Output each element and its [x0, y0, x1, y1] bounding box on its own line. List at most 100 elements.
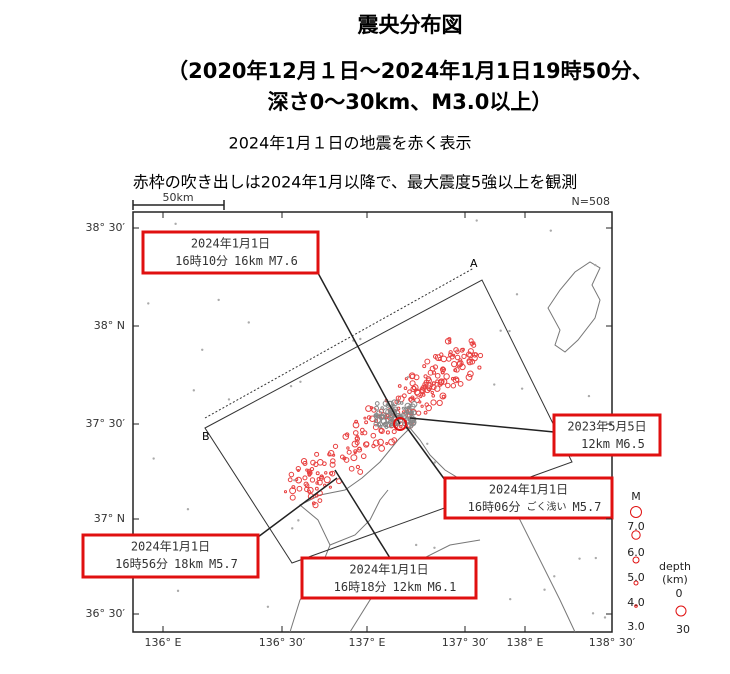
epicenter — [424, 358, 431, 365]
epicenter — [360, 453, 367, 460]
epicenter — [410, 410, 414, 415]
epicenter — [477, 365, 482, 370]
epicenter — [296, 485, 303, 492]
epicenter — [316, 479, 323, 486]
epicenter — [402, 413, 406, 417]
epicenter — [423, 379, 430, 386]
callout-time: 16時06分 — [468, 500, 521, 514]
epicenter — [493, 383, 496, 386]
epicenters — [147, 219, 607, 619]
epicenter — [363, 416, 367, 420]
callout-depth: ごく浅い — [527, 500, 567, 513]
callout-magnitude: M6.5 — [616, 437, 645, 451]
epicenter — [315, 471, 320, 476]
epicenter — [469, 341, 475, 346]
epicenter — [426, 442, 429, 446]
epicenter — [382, 408, 390, 415]
callout-date: 2023年5月5日 — [567, 420, 646, 434]
lat-label: 37° N — [94, 512, 125, 525]
epicenter — [360, 431, 364, 436]
epicenter — [385, 442, 389, 446]
epicenter — [372, 424, 379, 431]
epicenter — [186, 508, 190, 511]
epicenter — [329, 470, 336, 477]
epicenter — [397, 384, 402, 388]
epicenter — [453, 347, 459, 353]
title: 震央分布図 — [358, 13, 463, 37]
epicenter — [354, 419, 359, 424]
epicenter — [454, 354, 461, 361]
epicenter — [404, 402, 412, 410]
legend-title: M — [631, 490, 641, 503]
epicenter — [309, 466, 315, 472]
epicenter — [266, 605, 270, 608]
epicenter — [339, 454, 345, 460]
legend-label: 6.0 — [627, 546, 645, 559]
epicenter — [457, 381, 464, 387]
epicenter — [408, 372, 416, 380]
epicenter — [404, 377, 408, 381]
epicenter — [515, 293, 519, 296]
epicenter — [307, 490, 312, 494]
epicenter — [549, 229, 553, 232]
callout-detail: 12km M6.5 — [581, 437, 645, 451]
epicenter — [332, 443, 339, 449]
epicenter — [311, 501, 316, 506]
epicenter — [436, 399, 443, 407]
epicenter — [300, 458, 308, 465]
scale-label: 50km — [162, 191, 193, 204]
epicenter — [591, 612, 595, 615]
epicenter — [317, 498, 323, 503]
epicenter — [603, 616, 607, 619]
callout-depth: 12km — [393, 580, 422, 594]
epicenter — [594, 556, 598, 560]
lon-label: 137° E — [349, 636, 386, 649]
subtitle: 赤枠の吹き出しは2024年1月以降で、最大震度5強以上を観測 — [133, 173, 577, 192]
lat-label: 37° 30′ — [86, 417, 126, 430]
epicenter — [466, 358, 473, 366]
lon-label: 137° 30′ — [442, 636, 489, 649]
epicenter — [227, 398, 231, 401]
epicenter — [302, 460, 308, 466]
epicenter — [351, 440, 359, 448]
title: （2020年12月１日～2024年1月1日19時50分、 — [167, 59, 653, 83]
callout-time: 16時10分 — [175, 254, 228, 268]
lon-label: 138° 30′ — [589, 636, 636, 649]
epicenter — [378, 445, 386, 452]
epicenter — [388, 438, 395, 446]
epicenter — [437, 381, 443, 387]
epicenter — [520, 387, 524, 390]
epicenter — [295, 465, 301, 472]
epicenter — [448, 350, 453, 355]
epicenter — [373, 405, 380, 411]
epicenter — [176, 589, 180, 593]
epicenter — [373, 414, 378, 419]
epicenter — [314, 486, 319, 491]
epicenter — [578, 557, 581, 560]
epicenter — [477, 352, 484, 359]
legend-label: 4.0 — [627, 596, 645, 609]
epicenter — [459, 347, 465, 353]
epicenter — [314, 451, 320, 457]
legend-label: 5.0 — [627, 571, 645, 584]
callout-box — [141, 230, 320, 275]
epicenter — [324, 471, 328, 475]
epicenter — [465, 351, 473, 358]
callout-date: 2024年1月1日 — [131, 540, 210, 554]
callout-detail: 16時18分 12km M6.1 — [334, 580, 457, 594]
callout-date: 2024年1月1日 — [349, 563, 428, 577]
epicenter — [499, 329, 502, 332]
callout-detail: 16時10分 16km M7.6 — [175, 254, 298, 268]
epicenter — [432, 364, 439, 370]
epicenter — [434, 354, 442, 361]
epicenter — [327, 452, 332, 457]
epicenter — [508, 329, 511, 333]
epicenter — [431, 381, 436, 386]
epicenter — [434, 372, 441, 379]
epicenter — [363, 441, 370, 448]
epicenter — [385, 430, 390, 435]
epicenter — [411, 410, 417, 416]
legend-label: 30 — [676, 623, 690, 636]
epicenter — [283, 490, 288, 494]
epicenter — [391, 429, 397, 435]
